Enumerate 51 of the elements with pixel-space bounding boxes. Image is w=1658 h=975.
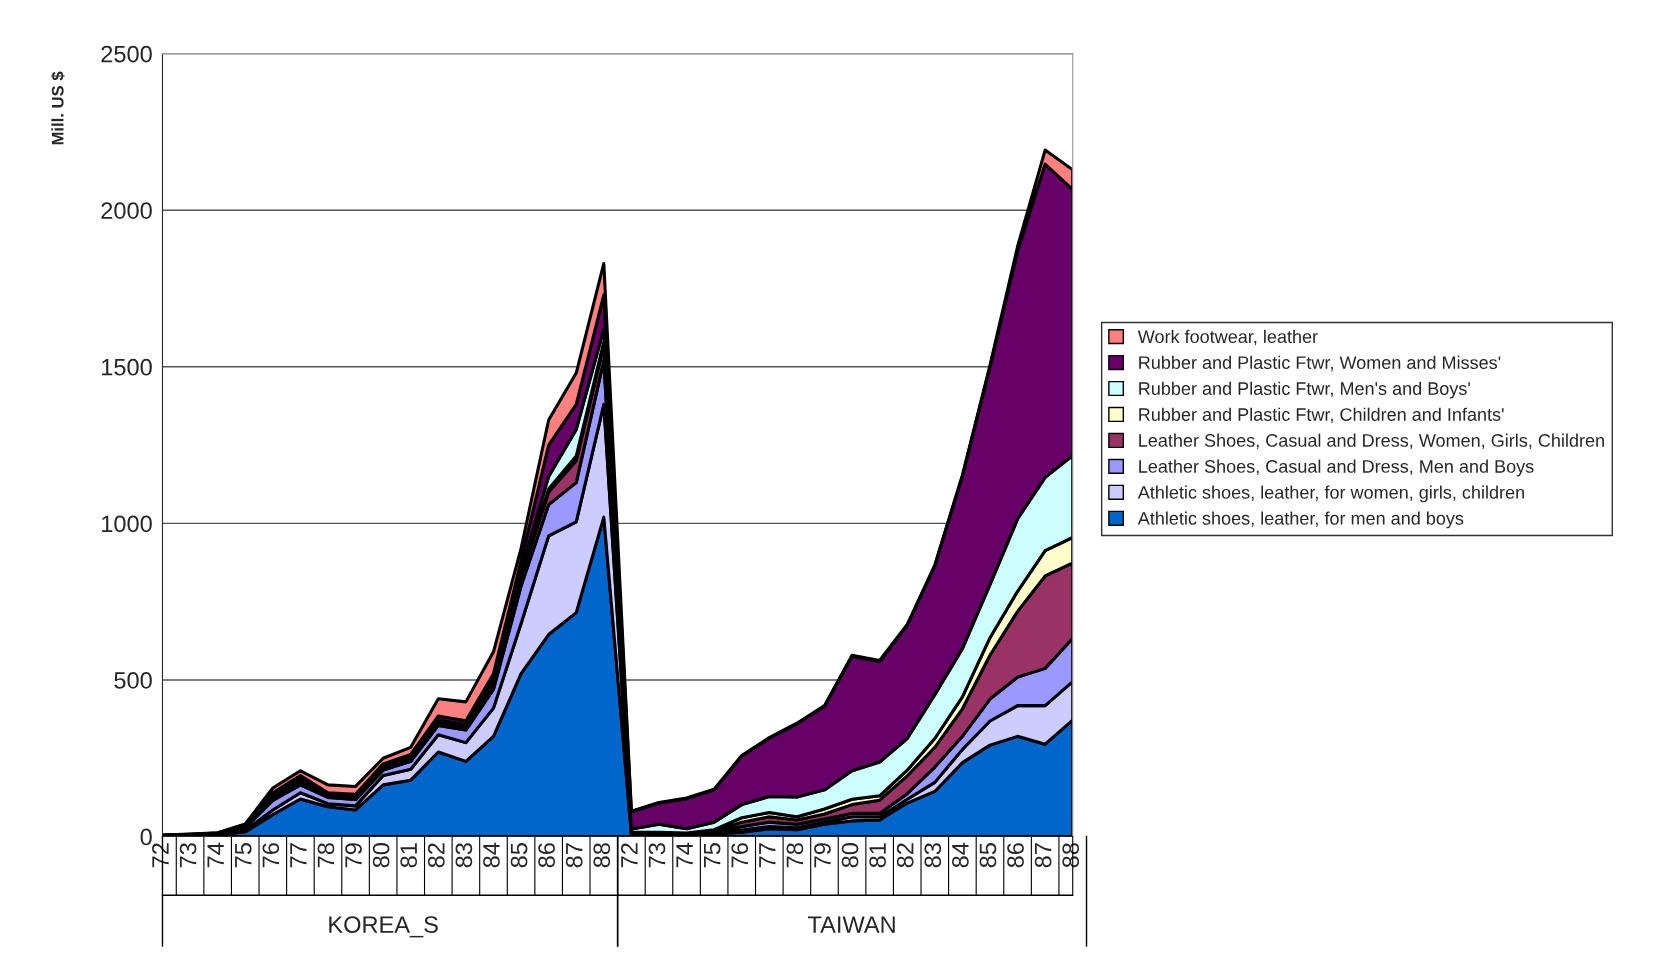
x-tick-label: 73 [179,843,197,868]
x-tick-label: 72 [621,843,638,868]
x-tick-label: 74 [207,842,224,868]
x-tick-label: 85 [979,843,997,868]
x-tick-label: 82 [896,843,914,868]
legend-label: Leather Shoes, Casual and Dress, Women, Girls, Children [1139,433,1604,450]
x-tick-label: 75 [235,843,252,868]
x-tick-label: 84 [483,842,500,868]
x-tick-label: 79 [345,843,362,868]
x-tick-label: 77 [290,843,307,868]
text: KOREA_S [329,916,438,938]
x-tick-label: 83 [455,843,473,868]
x-tick-label: 88 [593,843,611,868]
y-tick-label: 0 [140,828,152,846]
x-tick-label: 80 [841,843,859,868]
x-tick-label: 76 [262,843,280,868]
x-tick-label: 80 [372,843,390,868]
x-tick-label: 78 [786,843,804,868]
x-tick-label: 88 [1062,843,1080,868]
text: TAIWAN [808,916,895,933]
y-axis-title: Mill. US $ [51,71,65,145]
x-tick-label: 86 [1007,843,1024,868]
x-tick-label: 75 [704,843,721,868]
y-tick-label: 1500 [102,358,152,376]
x-tick-label: 85 [510,843,528,868]
x-tick-label: 83 [924,843,942,868]
legend-label: Leather Shoes, Casual and Dress, Men and Boys [1139,459,1534,477]
y-tick-label: 500 [114,672,152,689]
legend-label: Rubber and Plastic Ftwr, Men's and Boys' [1139,381,1470,399]
x-tick-label: 77 [759,843,776,868]
legend-label: Rubber and Plastic Ftwr, Women and Misses' [1139,355,1501,372]
x-tick-label: 86 [538,843,555,868]
y-tick-label: 1000 [102,515,152,533]
x-tick-label: 76 [731,843,749,868]
x-tick-label: 82 [427,843,445,868]
x-tick-label: 81 [869,843,886,868]
x-tick-label: 79 [814,843,831,868]
x-tick-label: 84 [952,842,969,868]
legend-label: Athletic shoes, leather, for women, girls, children [1137,485,1524,503]
x-tick-label: 72 [152,843,169,868]
x-tick-label: 87 [1034,843,1052,868]
x-tick-label: 78 [317,843,335,868]
legend-label: Rubber and Plastic Ftwr, Children and Infants' [1139,407,1504,424]
x-tick-label: 87 [565,843,583,868]
x-tick-label: 74 [676,842,693,868]
legend-label: Work footwear, leather [1137,329,1318,346]
y-tick-label: 2500 [101,45,152,63]
legend-label: Athletic shoes, leather, for men and boys [1137,511,1464,529]
y-tick-label: 2000 [101,202,152,219]
x-tick-label: 81 [400,843,418,868]
x-tick-label: 73 [648,843,666,868]
